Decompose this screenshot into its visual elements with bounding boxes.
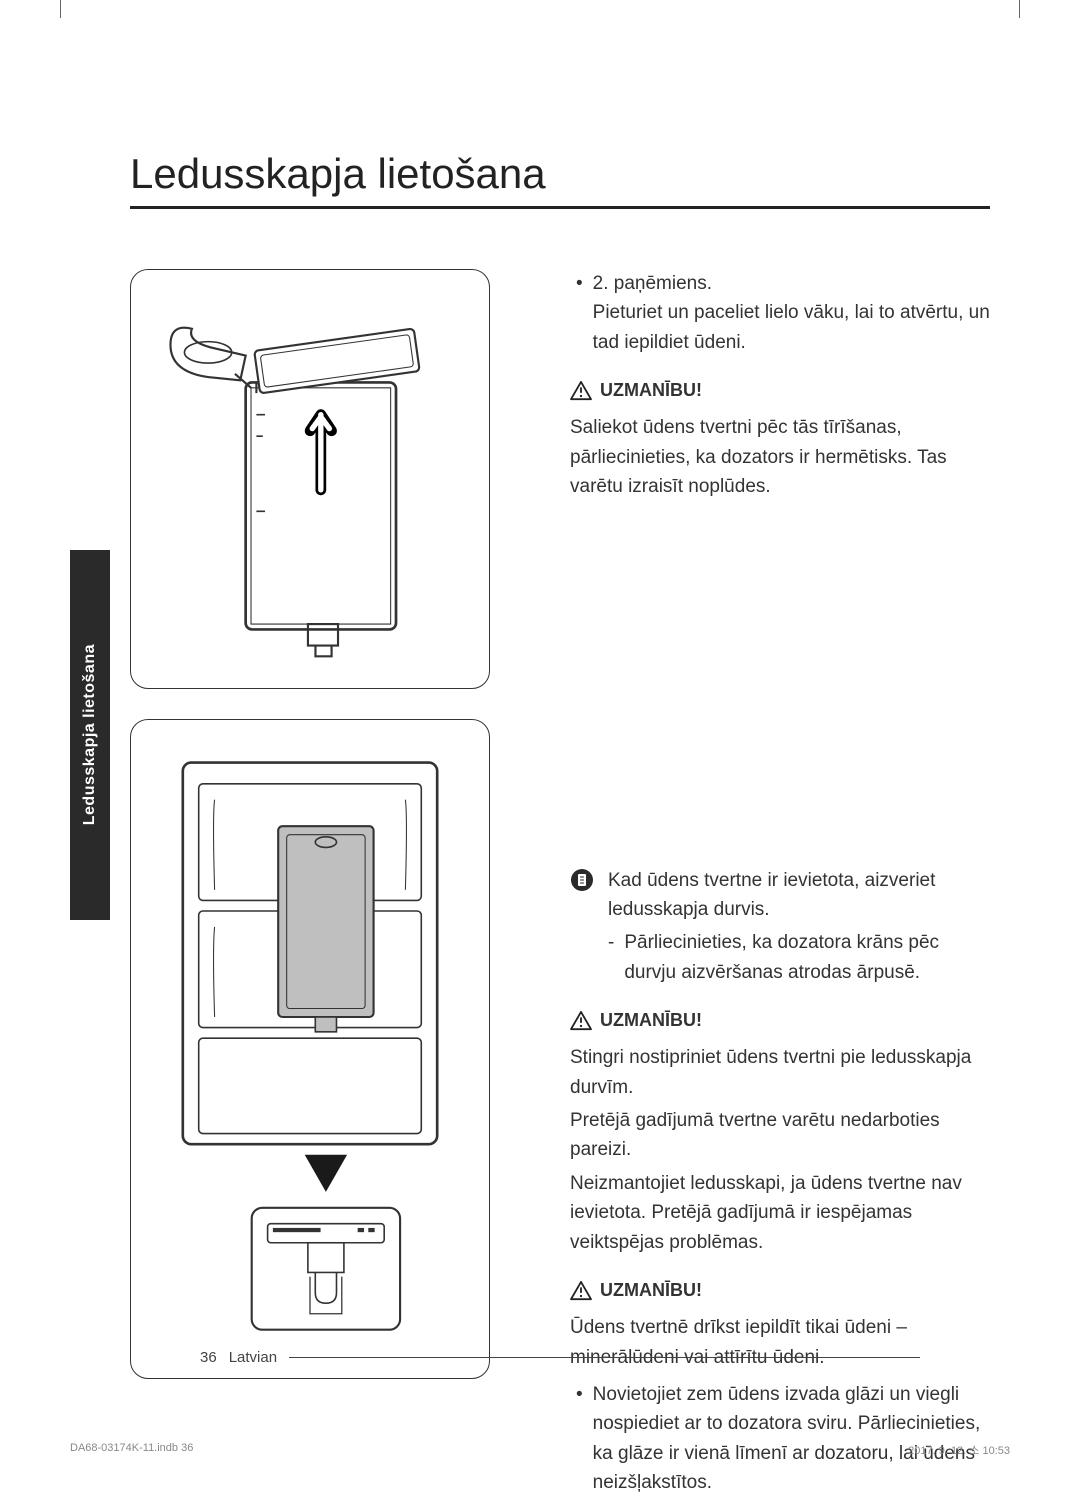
title-rule: [130, 206, 990, 209]
note-icon: [570, 868, 594, 892]
page-container: Ledusskapja lietošana Ledusskapja lietoš…: [70, 60, 1010, 1416]
page-number: 36: [200, 1349, 217, 1366]
print-stamp: 2017. 9. 12. 소 10:53: [908, 1442, 1010, 1458]
illustration-water-tank-fill: [130, 269, 490, 689]
warning-icon: [570, 381, 592, 401]
bullet-marker: •: [576, 269, 583, 357]
dash-marker: -: [608, 928, 614, 987]
warning-icon: [570, 1281, 592, 1301]
footer-rule: [289, 1357, 920, 1358]
caution-label: UZMANĪBU!: [600, 1007, 702, 1035]
bullet-method2: • 2. paņēmiens. Pieturiet un paceliet li…: [570, 269, 990, 357]
page-title: Ledusskapja lietošana: [130, 150, 1010, 198]
content-columns: • 2. paņēmiens. Pieturiet un paceliet li…: [130, 269, 990, 1506]
caution-row-2: UZMANĪBU!: [570, 1007, 990, 1035]
side-tab-label: Ledusskapja lietošana: [81, 644, 99, 825]
bullet-lead: 2. paņēmiens.: [593, 273, 712, 294]
print-metadata: DA68-03174K-11.indb 36 2017. 9. 12. 소 1…: [70, 1442, 1010, 1458]
crop-marks: [0, 0, 1080, 30]
side-tab: Ledusskapja lietošana: [70, 550, 110, 920]
note-row: Kad ūdens tvertne ir ievietota, aizverie…: [570, 866, 990, 925]
caution2-p2: Pretējā gadījumā tvertne varētu nedarbot…: [570, 1106, 990, 1165]
print-file: DA68-03174K-11.indb 36: [70, 1442, 193, 1458]
bullet-glass-body: Novietojiet zem ūdens izvada glāzi un vi…: [593, 1380, 990, 1498]
dash-body: Pārliecinieties, ka dozatora krāns pēc d…: [624, 928, 990, 987]
caution-label: UZMANĪBU!: [600, 377, 702, 405]
right-column: • 2. paņēmiens. Pieturiet un paceliet li…: [570, 269, 990, 1506]
dash-item: - Pārliecinieties, ka dozatora krāns pēc…: [608, 928, 990, 987]
footer-lang: Latvian: [229, 1349, 277, 1366]
caution2-p3: Neizmantojiet ledusskapi, ja ūdens tvert…: [570, 1169, 990, 1257]
caution-row-3: UZMANĪBU!: [570, 1277, 990, 1305]
page-footer: 36 Latvian: [200, 1349, 920, 1366]
warning-icon: [570, 1011, 592, 1031]
caution-body-1: Saliekot ūdens tvertni pēc tās tīrīšanas…: [570, 413, 990, 501]
bullet-body: Pieturiet un paceliet lielo vāku, lai to…: [593, 302, 990, 352]
bullet-marker: •: [576, 1380, 583, 1498]
bullet-glass: • Novietojiet zem ūdens izvada glāzi un …: [570, 1380, 990, 1498]
note-text: Kad ūdens tvertne ir ievietota, aizverie…: [608, 866, 990, 925]
caution-row-1: UZMANĪBU!: [570, 377, 990, 405]
caution2-p1: Stingri nostipriniet ūdens tvertni pie l…: [570, 1043, 990, 1102]
illustration-door-dispenser: [130, 719, 490, 1379]
left-column: [130, 269, 530, 1506]
caution-label: UZMANĪBU!: [600, 1277, 702, 1305]
spacer: [570, 506, 990, 866]
